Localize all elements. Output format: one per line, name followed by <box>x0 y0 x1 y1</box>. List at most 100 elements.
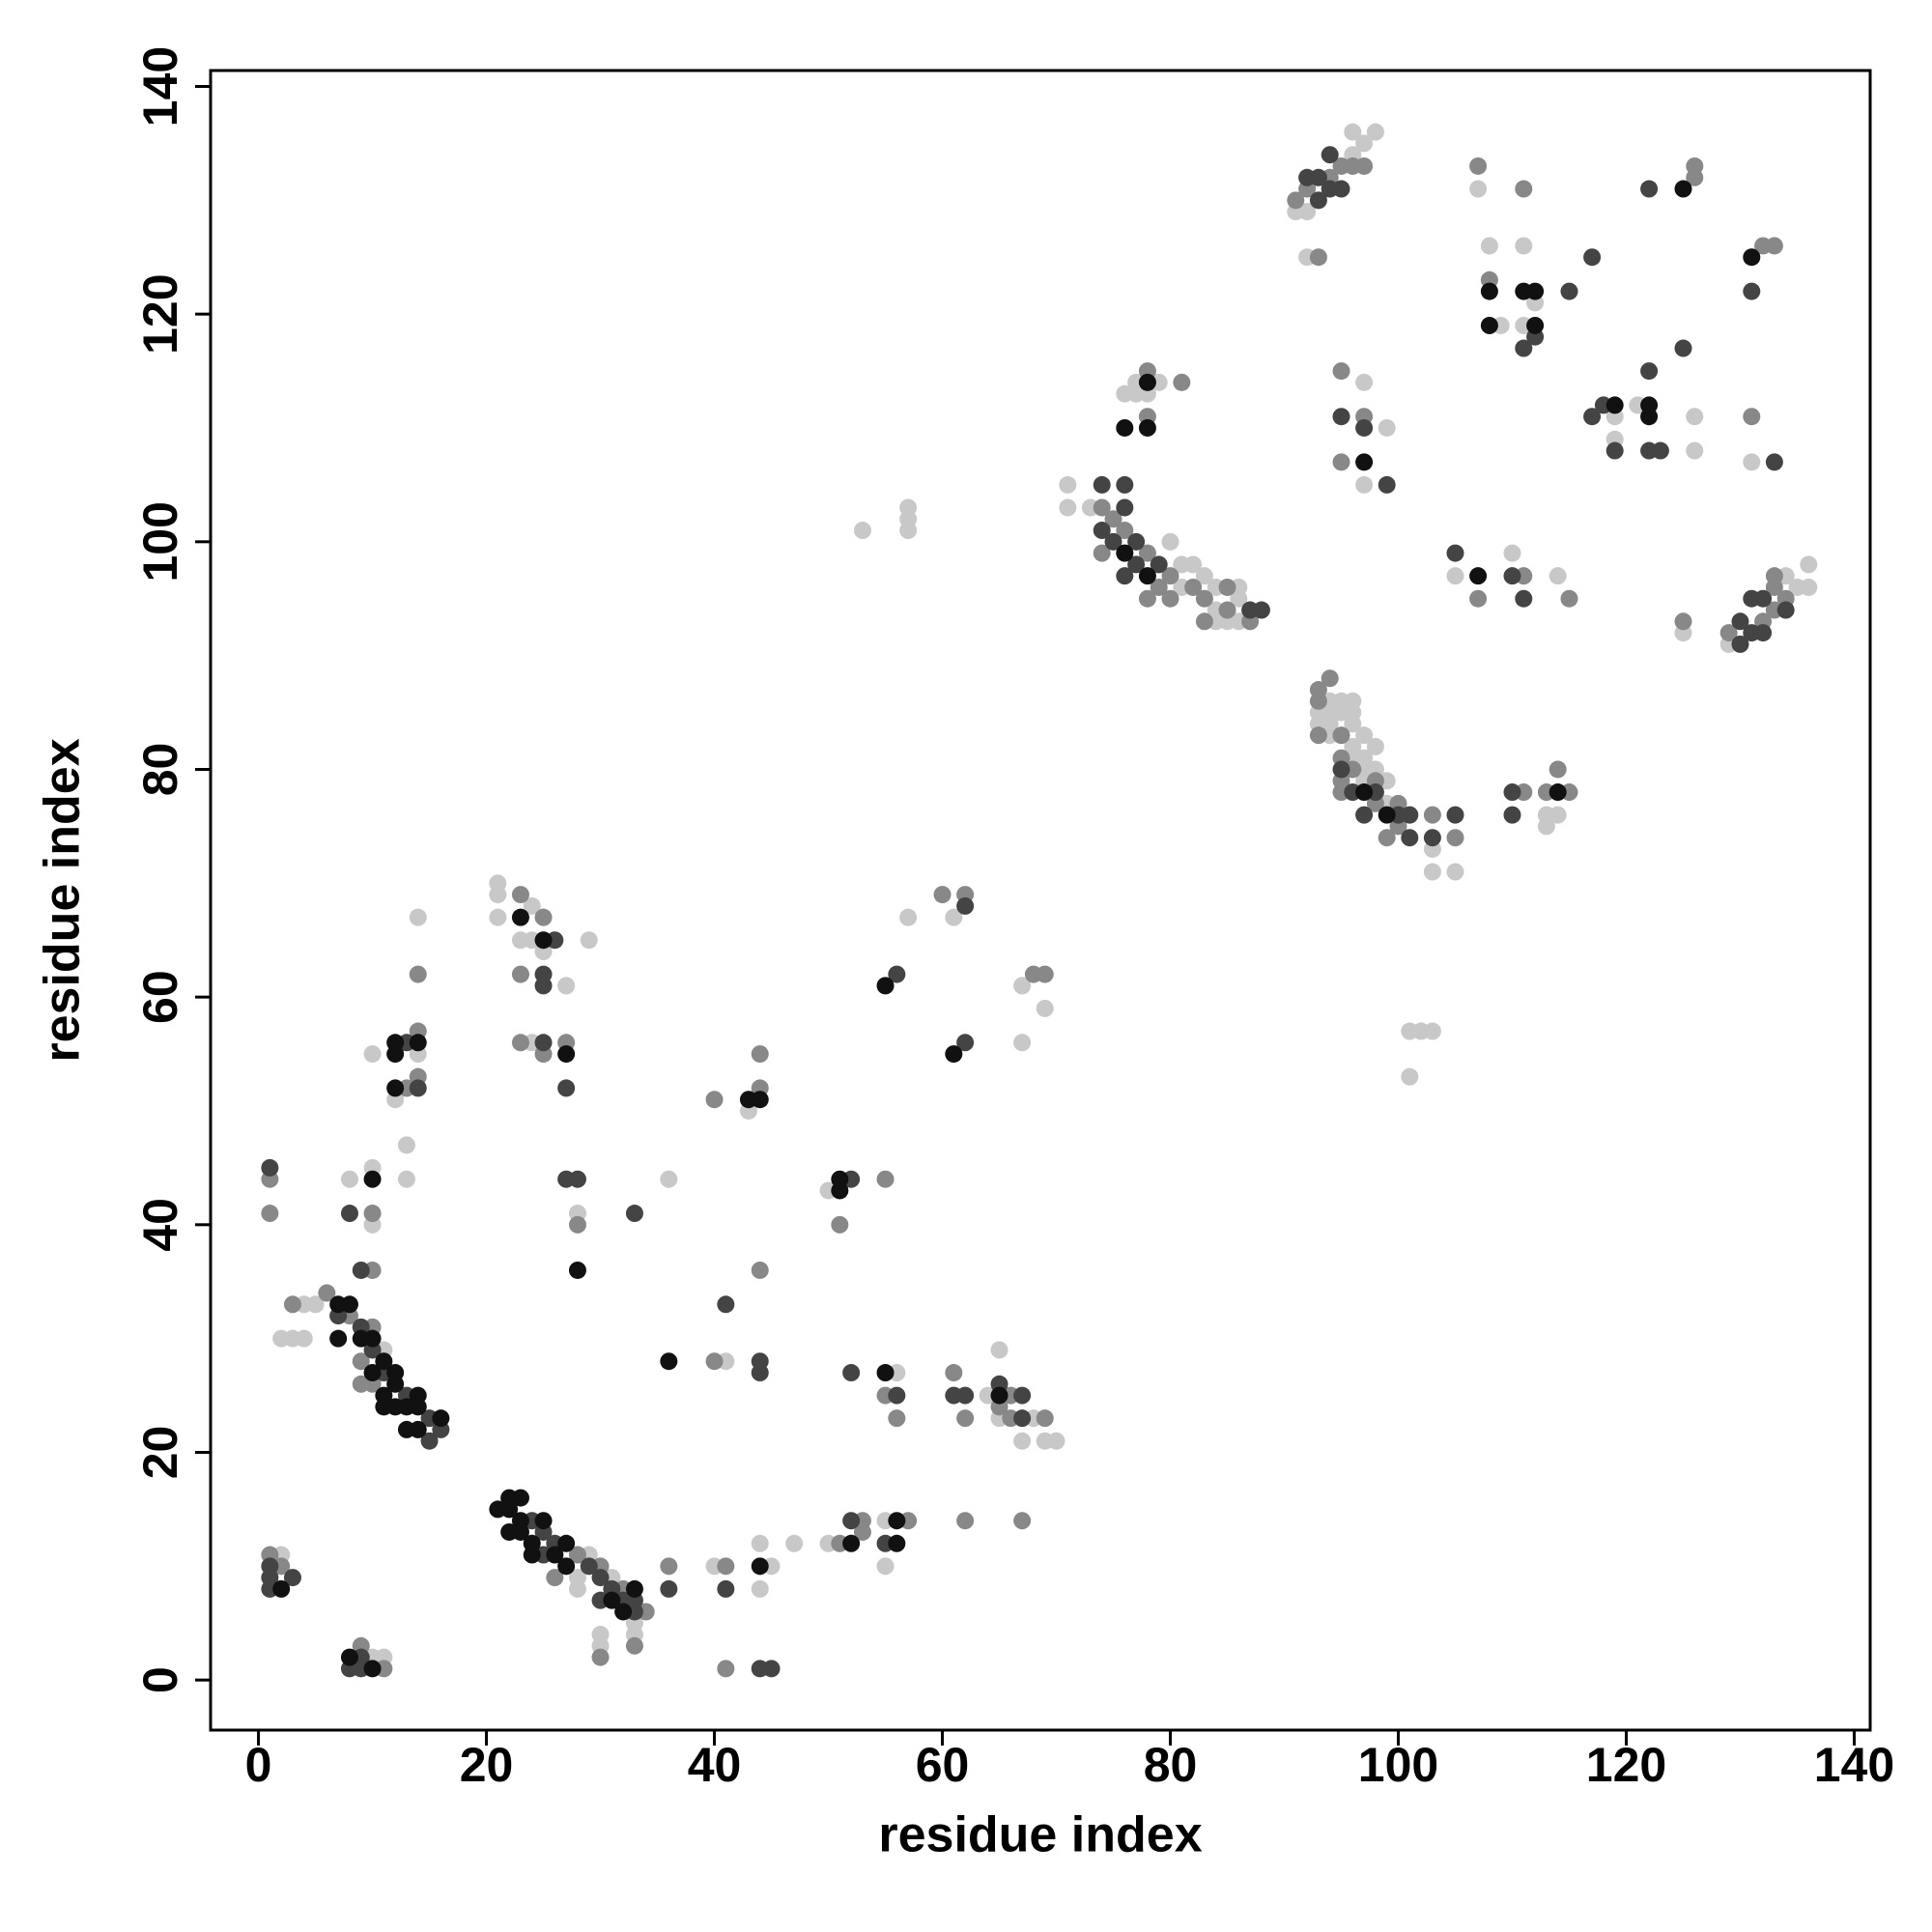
point <box>1548 783 1567 802</box>
point <box>568 1546 586 1564</box>
point <box>705 1352 724 1371</box>
point <box>1298 203 1317 221</box>
point <box>1184 555 1203 574</box>
point <box>1800 555 1818 574</box>
point <box>1765 567 1783 585</box>
point <box>842 1534 861 1552</box>
point <box>340 1295 358 1314</box>
point <box>1332 408 1350 426</box>
point <box>1332 180 1350 198</box>
point <box>888 1409 906 1428</box>
point <box>1605 396 1624 414</box>
point <box>888 965 906 983</box>
x-tick-label: 40 <box>688 1738 742 1792</box>
point <box>1355 726 1374 745</box>
point <box>511 908 529 926</box>
point <box>1059 498 1077 517</box>
point <box>1218 578 1236 596</box>
point <box>1093 475 1111 494</box>
point <box>785 1534 804 1552</box>
point <box>1765 453 1783 471</box>
point <box>1013 977 1032 995</box>
point <box>876 977 895 995</box>
point <box>1138 544 1156 562</box>
y-tick-label: 120 <box>133 273 187 354</box>
point <box>751 1557 769 1576</box>
point <box>261 1205 279 1223</box>
point <box>899 522 918 540</box>
point <box>1127 555 1146 574</box>
point <box>420 1432 439 1450</box>
point <box>1526 282 1545 300</box>
y-tick-label: 40 <box>133 1198 187 1252</box>
point <box>1423 863 1441 881</box>
point <box>557 1045 576 1064</box>
point <box>1195 589 1213 608</box>
point <box>283 1295 301 1314</box>
point <box>1138 589 1156 608</box>
point <box>1355 134 1374 153</box>
point <box>1355 783 1374 802</box>
point <box>1686 441 1704 460</box>
point <box>363 1170 382 1188</box>
point <box>1036 1409 1054 1428</box>
point <box>660 1579 678 1598</box>
point <box>888 1512 906 1530</box>
point <box>1719 624 1738 642</box>
point <box>888 1534 906 1552</box>
point <box>329 1329 348 1348</box>
point <box>397 1170 415 1188</box>
point <box>1469 156 1488 175</box>
point <box>580 931 598 950</box>
point <box>1423 1022 1441 1040</box>
point <box>1116 544 1134 562</box>
point <box>956 1512 975 1530</box>
plot-frame <box>209 69 1872 1732</box>
point <box>386 1045 405 1064</box>
point <box>591 1648 610 1666</box>
point <box>945 1364 963 1382</box>
point <box>557 1079 576 1097</box>
point <box>1161 532 1179 551</box>
point <box>295 1329 313 1348</box>
point <box>1013 1386 1032 1405</box>
point <box>990 1341 1009 1359</box>
point <box>397 1136 415 1154</box>
point <box>546 1569 564 1587</box>
point <box>261 1158 279 1177</box>
point <box>1765 237 1783 255</box>
point <box>1252 601 1270 619</box>
point <box>1321 669 1339 688</box>
point <box>568 1170 586 1188</box>
point <box>1366 123 1384 141</box>
point <box>1743 408 1761 426</box>
point <box>751 1045 769 1064</box>
point <box>1401 829 1419 847</box>
point <box>1754 589 1773 608</box>
point <box>1116 522 1134 540</box>
point <box>625 1579 643 1598</box>
x-tick-label: 100 <box>1358 1738 1438 1792</box>
point <box>1127 384 1146 403</box>
point <box>523 896 541 915</box>
point <box>534 977 553 995</box>
point <box>1355 806 1374 824</box>
point <box>1640 362 1659 381</box>
point <box>546 1546 564 1564</box>
point <box>1423 806 1441 824</box>
point <box>705 1091 724 1109</box>
point <box>1583 408 1602 426</box>
point <box>511 1489 529 1507</box>
point <box>945 1045 963 1064</box>
point <box>888 1386 906 1405</box>
point <box>1332 726 1350 745</box>
point <box>489 908 507 926</box>
point <box>956 1034 975 1052</box>
y-tick-label: 100 <box>133 501 187 582</box>
point <box>660 1557 678 1576</box>
x-tick-label: 0 <box>245 1738 272 1792</box>
point <box>409 908 427 926</box>
point <box>1674 180 1692 198</box>
point <box>1116 498 1134 517</box>
